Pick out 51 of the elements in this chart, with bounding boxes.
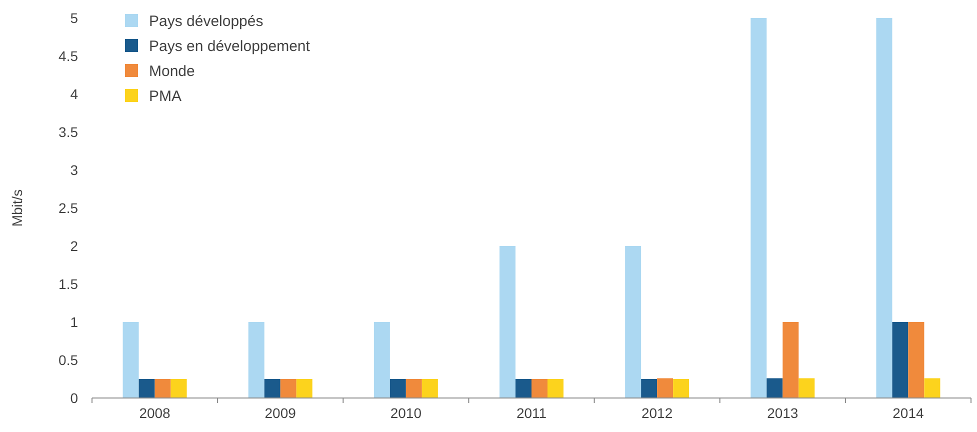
y-axis-title: Mbit/s: [9, 189, 25, 227]
legend-label: PMA: [149, 88, 182, 105]
bar: [296, 379, 312, 398]
bar: [548, 379, 564, 398]
bar: [532, 379, 548, 398]
y-tick-label: 2.5: [58, 200, 78, 216]
y-tick-label: 3.5: [58, 124, 78, 140]
x-tick-label: 2008: [139, 405, 171, 421]
bar: [750, 18, 767, 398]
legend-label: Pays développés: [149, 13, 264, 30]
bar: [673, 379, 690, 398]
bar: [625, 246, 642, 398]
bar: [766, 378, 783, 398]
bar: [170, 379, 187, 398]
y-tick-label: 4: [70, 86, 78, 102]
x-tick-label: 2011: [516, 405, 547, 421]
bar: [248, 322, 264, 398]
bar: [280, 379, 296, 398]
bar: [892, 322, 908, 398]
x-tick-label: 2009: [264, 405, 296, 421]
bar: [798, 378, 815, 398]
y-tick-label: 0: [70, 390, 78, 406]
y-tick-label: 5: [70, 10, 78, 26]
legend-label: Pays en développement: [149, 38, 311, 55]
bar: [657, 378, 674, 398]
bar: [122, 322, 139, 398]
bar: [422, 379, 438, 398]
y-tick-label: 2: [70, 238, 78, 254]
x-tick-label: 2010: [390, 405, 422, 421]
y-tick-label: 0.5: [58, 352, 78, 368]
bar: [516, 379, 532, 398]
bar: [876, 18, 892, 398]
bar: [390, 379, 406, 398]
bar: [782, 322, 799, 398]
bar: [908, 322, 924, 398]
bar: [264, 379, 280, 398]
x-tick-label: 2012: [641, 405, 673, 421]
x-tick-label: 2013: [767, 405, 798, 421]
bar: [154, 379, 171, 398]
bar: [406, 379, 422, 398]
bar: [924, 378, 940, 398]
y-tick-label: 4.5: [58, 48, 78, 64]
bar: [374, 322, 390, 398]
y-tick-label: 1: [70, 314, 78, 330]
bar: [138, 379, 155, 398]
bar: [641, 379, 658, 398]
legend-label: Monde: [149, 63, 195, 80]
bar: [500, 246, 516, 398]
y-tick-label: 3: [70, 162, 78, 178]
x-tick-label: 2014: [892, 405, 924, 421]
y-tick-label: 1.5: [58, 276, 78, 292]
